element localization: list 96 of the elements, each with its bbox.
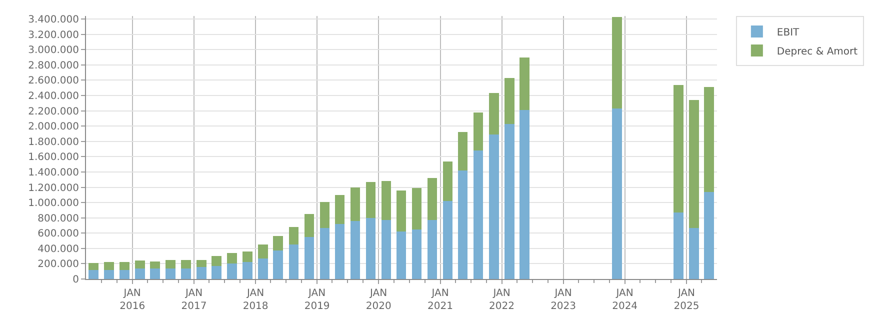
bar: [304, 236, 314, 279]
y-tick-label: 1.400.000: [28, 167, 79, 178]
bar: [196, 266, 206, 279]
bar: [488, 134, 499, 279]
bar: [120, 262, 130, 270]
bar: [473, 112, 484, 151]
bar: [504, 124, 514, 279]
y-tick-label: 0: [72, 274, 79, 286]
bar: [689, 228, 699, 279]
bar: [504, 78, 514, 124]
y-tick-label: 1.800.000: [28, 136, 79, 148]
bar: [396, 232, 406, 279]
bar: [704, 192, 714, 279]
bar: [320, 202, 330, 228]
y-tick-label: 1.600.000: [28, 152, 79, 164]
bar: [288, 227, 299, 245]
bar: [396, 190, 406, 232]
y-tick-label: 3.200.000: [28, 30, 79, 41]
bar: [412, 229, 422, 279]
bar: [304, 214, 314, 237]
bar: [674, 84, 684, 212]
bar: [166, 260, 176, 268]
x-tick-label: JAN 2024: [612, 288, 638, 312]
bar: [150, 268, 160, 279]
y-tick-label: 2.000.000: [28, 122, 79, 133]
bar: [196, 260, 206, 267]
bar: [381, 220, 392, 279]
bar: [181, 268, 191, 279]
bar: [519, 110, 530, 279]
x-tick-label: JAN 2019: [304, 288, 330, 312]
y-tick-label: 400.000: [38, 244, 79, 255]
bar: [227, 264, 238, 279]
y-tick-label: 600.000: [38, 228, 79, 240]
bar: [135, 268, 145, 279]
bar: [135, 260, 145, 268]
legend-label: EBIT: [776, 27, 800, 38]
bar: [258, 244, 268, 258]
bar: [242, 251, 253, 262]
y-tick-label: 200.000: [38, 259, 79, 270]
bar: [412, 188, 422, 230]
bar: [427, 220, 438, 279]
bar: [442, 201, 453, 279]
bar: [273, 250, 284, 279]
bar: [242, 262, 253, 279]
bar: [366, 182, 376, 218]
y-tick-label: 800.000: [38, 213, 79, 224]
bar: [334, 194, 345, 224]
bar: [212, 266, 222, 279]
y-tick-label: 2.400.000: [28, 91, 79, 102]
bar: [689, 100, 699, 228]
bar: [458, 170, 468, 279]
bar: [488, 93, 499, 134]
bar: [427, 178, 438, 220]
bar: [458, 132, 468, 170]
bar: [350, 220, 360, 279]
y-tick-label: 1.200.000: [28, 182, 79, 194]
x-tick-label: JAN 2022: [489, 288, 515, 312]
bar: [612, 108, 622, 279]
bar: [150, 261, 160, 268]
x-tick-label: JAN 2020: [366, 288, 392, 312]
bar: [88, 270, 98, 279]
x-tick-label: JAN 2016: [120, 288, 146, 312]
bar: [612, 16, 622, 109]
legend-label: Deprec & Amort: [776, 46, 858, 58]
bar: [104, 262, 114, 270]
x-tick-label: JAN 2017: [181, 288, 207, 312]
y-tick-label: 2.800.000: [28, 60, 79, 72]
bar: [88, 262, 98, 270]
x-tick-label: JAN 2025: [674, 288, 700, 312]
bar: [519, 57, 530, 110]
bar: [334, 224, 345, 279]
bar: [442, 161, 453, 202]
bar: [350, 187, 360, 221]
bar: [381, 181, 392, 220]
bar: [212, 256, 222, 266]
bar: [320, 228, 330, 279]
bar: [258, 258, 268, 279]
bar: [473, 150, 484, 279]
y-tick-label: 2.200.000: [28, 106, 79, 118]
bar: [674, 212, 684, 279]
y-tick-label: 1.000.000: [28, 198, 79, 210]
y-tick-label: 2.600.000: [28, 76, 79, 87]
y-tick-label: 3.400.000: [28, 14, 79, 26]
x-tick-label: JAN 2023: [550, 288, 576, 312]
y-tick-label: 3.000.000: [28, 45, 79, 56]
bar: [227, 253, 238, 264]
bar: [104, 270, 114, 279]
bar: [166, 268, 176, 279]
bar: [366, 218, 376, 279]
bar: [120, 270, 130, 279]
bar: [181, 260, 191, 268]
bar: [273, 236, 284, 251]
bar: [704, 87, 714, 192]
bar: [288, 244, 299, 279]
x-tick-label: JAN 2018: [242, 288, 268, 312]
x-tick-label: JAN 2021: [428, 288, 453, 312]
